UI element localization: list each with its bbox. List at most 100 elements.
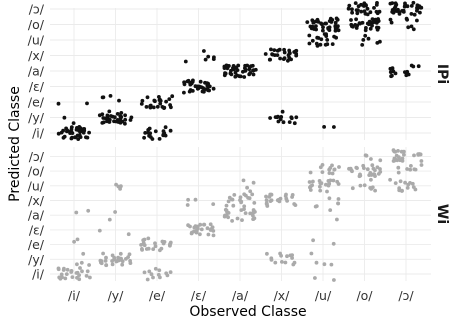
data-point — [269, 198, 274, 203]
data-point — [370, 17, 375, 21]
data-point — [199, 227, 204, 232]
data-point — [364, 153, 369, 158]
data-point — [283, 260, 288, 265]
data-point — [212, 55, 216, 60]
data-point — [162, 240, 167, 244]
data-point — [64, 272, 69, 276]
data-point — [109, 114, 113, 118]
data-point — [140, 98, 145, 103]
data-point — [403, 180, 407, 185]
data-point — [105, 113, 110, 118]
data-point — [251, 180, 256, 185]
x-tick-label: /y/ — [108, 288, 125, 303]
data-point — [314, 41, 319, 46]
data-point — [157, 137, 162, 141]
data-point — [151, 247, 156, 252]
data-point — [396, 165, 401, 170]
data-point — [326, 183, 331, 188]
data-point — [365, 12, 370, 17]
data-point — [243, 211, 248, 216]
data-point — [353, 1, 358, 6]
data-point — [62, 266, 66, 271]
data-point — [358, 21, 362, 26]
data-point — [155, 104, 160, 109]
data-point — [281, 120, 286, 125]
data-point — [222, 214, 227, 219]
data-point — [327, 171, 332, 176]
data-point — [411, 185, 416, 190]
data-point — [231, 203, 236, 208]
data-point — [392, 149, 397, 154]
data-point — [275, 48, 280, 53]
data-point — [72, 239, 76, 244]
data-point — [389, 20, 394, 25]
data-point — [239, 200, 244, 205]
data-point — [409, 4, 414, 8]
data-point — [69, 127, 74, 132]
data-point — [158, 98, 163, 103]
data-point — [275, 198, 280, 203]
data-point — [192, 225, 197, 230]
data-point — [272, 48, 277, 52]
data-point — [81, 251, 86, 256]
data-point — [368, 10, 373, 15]
data-point — [148, 104, 153, 108]
data-point — [69, 136, 74, 141]
data-point — [355, 166, 359, 171]
y-tick-label: /ɛ/ — [29, 222, 45, 237]
data-point — [370, 23, 374, 28]
data-point — [205, 226, 210, 231]
data-point — [350, 24, 354, 29]
data-point — [388, 177, 392, 182]
x-tick-label: /ɛ/ — [191, 288, 207, 303]
data-point — [65, 267, 70, 272]
x-tick-label: /e/ — [149, 288, 166, 303]
data-point — [363, 28, 368, 33]
data-point — [56, 101, 61, 106]
data-point — [250, 192, 255, 197]
data-point — [168, 128, 173, 133]
data-point — [335, 17, 340, 22]
data-point — [294, 53, 299, 58]
data-point — [208, 222, 213, 227]
data-point — [398, 157, 403, 162]
data-point — [58, 276, 63, 281]
data-point — [327, 19, 332, 23]
data-point — [202, 222, 207, 227]
data-point — [242, 204, 247, 209]
data-point — [252, 201, 257, 205]
data-point — [77, 128, 82, 133]
data-point — [226, 215, 231, 220]
data-point — [362, 183, 367, 188]
data-point — [139, 243, 144, 247]
data-point — [292, 260, 297, 265]
data-point — [70, 275, 75, 279]
data-point — [396, 149, 400, 153]
data-point — [361, 38, 366, 42]
y-tick-label: /e/ — [28, 237, 45, 252]
data-point — [227, 195, 232, 200]
data-point — [332, 125, 336, 129]
data-point — [128, 259, 133, 263]
data-point — [364, 3, 368, 7]
data-point — [391, 159, 396, 163]
data-point — [397, 186, 402, 191]
data-point — [119, 114, 123, 119]
data-point — [247, 65, 252, 69]
data-point — [211, 233, 216, 238]
data-point — [71, 121, 76, 125]
data-point — [148, 135, 153, 139]
data-point — [419, 163, 424, 167]
data-point — [335, 179, 340, 184]
data-point — [350, 7, 354, 12]
data-point — [253, 210, 257, 214]
data-point — [101, 116, 106, 120]
data-point — [388, 66, 393, 71]
data-point — [202, 49, 206, 53]
y-tick-label: /y/ — [28, 252, 45, 267]
data-point — [232, 193, 237, 197]
data-point — [263, 52, 268, 56]
data-point — [396, 170, 401, 175]
data-point — [144, 105, 149, 109]
data-point — [87, 263, 91, 267]
